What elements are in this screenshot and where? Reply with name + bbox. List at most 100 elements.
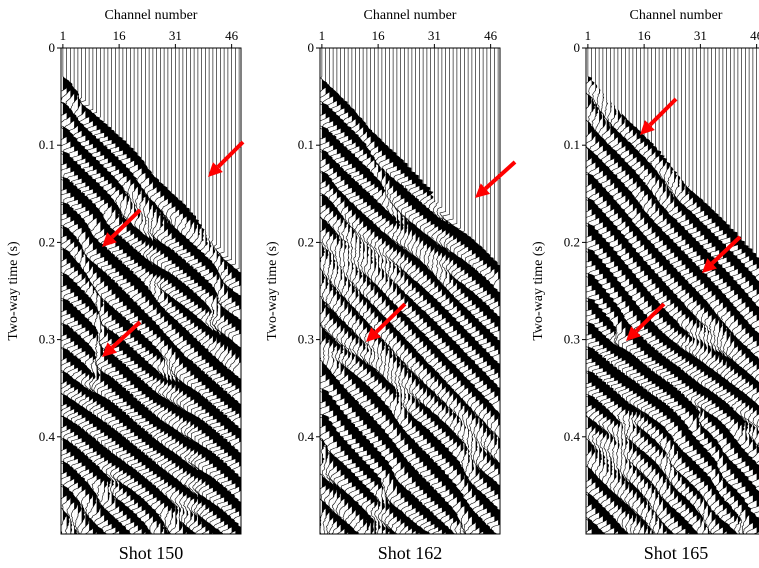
trace	[81, 48, 96, 534]
x-tick-label: 31	[694, 28, 707, 43]
trace	[442, 48, 457, 534]
trace-fill	[239, 48, 241, 534]
trace-fill	[464, 48, 471, 534]
arrow-head	[102, 232, 117, 247]
y-tick-label: 0.1	[39, 137, 55, 152]
x-tick-label: 46	[225, 28, 239, 43]
trace-fill	[419, 48, 426, 534]
trace-fill	[389, 48, 396, 534]
trace-fill	[453, 48, 460, 534]
trace	[352, 48, 367, 534]
trace-fill	[344, 48, 351, 534]
x-tick-label: 46	[484, 28, 498, 43]
trace	[697, 48, 711, 534]
y-tick-label: 0.2	[564, 234, 580, 249]
y-axis-label: Two-way time (s)	[265, 241, 280, 341]
trace-fill	[498, 48, 500, 534]
y-axis-label: Two-way time (s)	[6, 241, 21, 341]
trace	[614, 48, 629, 534]
trace	[700, 48, 715, 534]
trace	[712, 48, 726, 534]
trace	[618, 48, 633, 534]
trace	[586, 48, 599, 534]
y-tick-label: 0.3	[39, 332, 55, 347]
trace	[209, 48, 224, 534]
trace	[626, 48, 640, 534]
arrow-shaft	[710, 235, 742, 265]
trace	[217, 48, 231, 534]
trace-fill	[423, 48, 430, 534]
trace	[348, 48, 363, 534]
trace-fill	[366, 48, 374, 534]
trace-fill	[167, 48, 175, 534]
arrow-shaft	[374, 302, 407, 334]
trace	[326, 48, 340, 534]
trace-fill	[363, 48, 370, 534]
trace	[146, 48, 160, 534]
y-tick-label: 0.1	[564, 137, 580, 152]
trace-fill	[614, 48, 621, 534]
trace	[116, 48, 130, 534]
trace	[491, 48, 500, 534]
panel-title: Shot 162	[378, 543, 443, 563]
y-tick-label: 0.4	[564, 429, 581, 444]
trace	[213, 48, 228, 534]
y-tick-label: 0.2	[39, 234, 55, 249]
trace	[599, 48, 614, 534]
trace-fill	[404, 48, 411, 534]
trace	[708, 48, 723, 534]
y-tick-label: 0	[308, 40, 315, 55]
trace	[397, 48, 412, 534]
x-tick-label: 31	[428, 28, 441, 43]
trace	[674, 48, 689, 534]
trace	[596, 48, 610, 534]
trace	[168, 48, 183, 534]
trace-fill	[374, 48, 381, 534]
trace	[382, 48, 397, 534]
trace	[427, 48, 442, 534]
trace-fill	[741, 48, 749, 534]
trace-fill	[632, 48, 640, 534]
trace	[464, 48, 479, 534]
trace	[320, 48, 329, 534]
trace-fill	[321, 48, 329, 534]
trace-fill	[636, 48, 644, 534]
trace	[742, 48, 757, 534]
panel: 1 16 31 46 0 0.1 0.2 0.3 0.4 Channel number Two-wa…	[531, 8, 759, 563]
trace-fill	[430, 48, 438, 534]
trace-fill	[460, 48, 468, 534]
trace-fill	[715, 48, 722, 534]
trace	[160, 48, 175, 534]
trace-fill	[468, 48, 475, 534]
trace	[371, 48, 386, 534]
y-tick-label: 0	[574, 40, 581, 55]
traces	[61, 48, 241, 534]
trace-fill	[396, 48, 404, 534]
panel: 1 16 31 46 0 0.1 0.2 0.3 0.4 Channel number Two-wa…	[6, 8, 245, 563]
trace	[716, 48, 730, 534]
x-tick-label: 46	[750, 28, 759, 43]
trace	[723, 48, 738, 534]
trace	[78, 48, 93, 534]
trace	[749, 48, 759, 534]
panel: 1 16 31 46 0 0.1 0.2 0.3 0.4 Channel number Two-wa…	[265, 8, 517, 563]
arrow-shaft	[648, 97, 678, 127]
trace-fill	[674, 48, 681, 534]
trace	[378, 48, 393, 534]
trace-fill	[325, 48, 333, 534]
trace	[592, 48, 607, 534]
trace	[393, 48, 408, 534]
trace	[61, 48, 74, 534]
trace-fill	[696, 48, 704, 534]
y-tick-label: 0.1	[298, 137, 314, 152]
x-axis-label: Channel number	[630, 8, 723, 23]
trace	[659, 48, 674, 534]
trace-fill	[107, 48, 115, 534]
x-axis-label: Channel number	[105, 8, 198, 23]
x-tick-label: 16	[372, 28, 386, 43]
arrow-head	[640, 120, 655, 135]
arrow-shaft	[216, 140, 245, 169]
trace	[142, 48, 157, 534]
trace-fill	[595, 48, 602, 534]
